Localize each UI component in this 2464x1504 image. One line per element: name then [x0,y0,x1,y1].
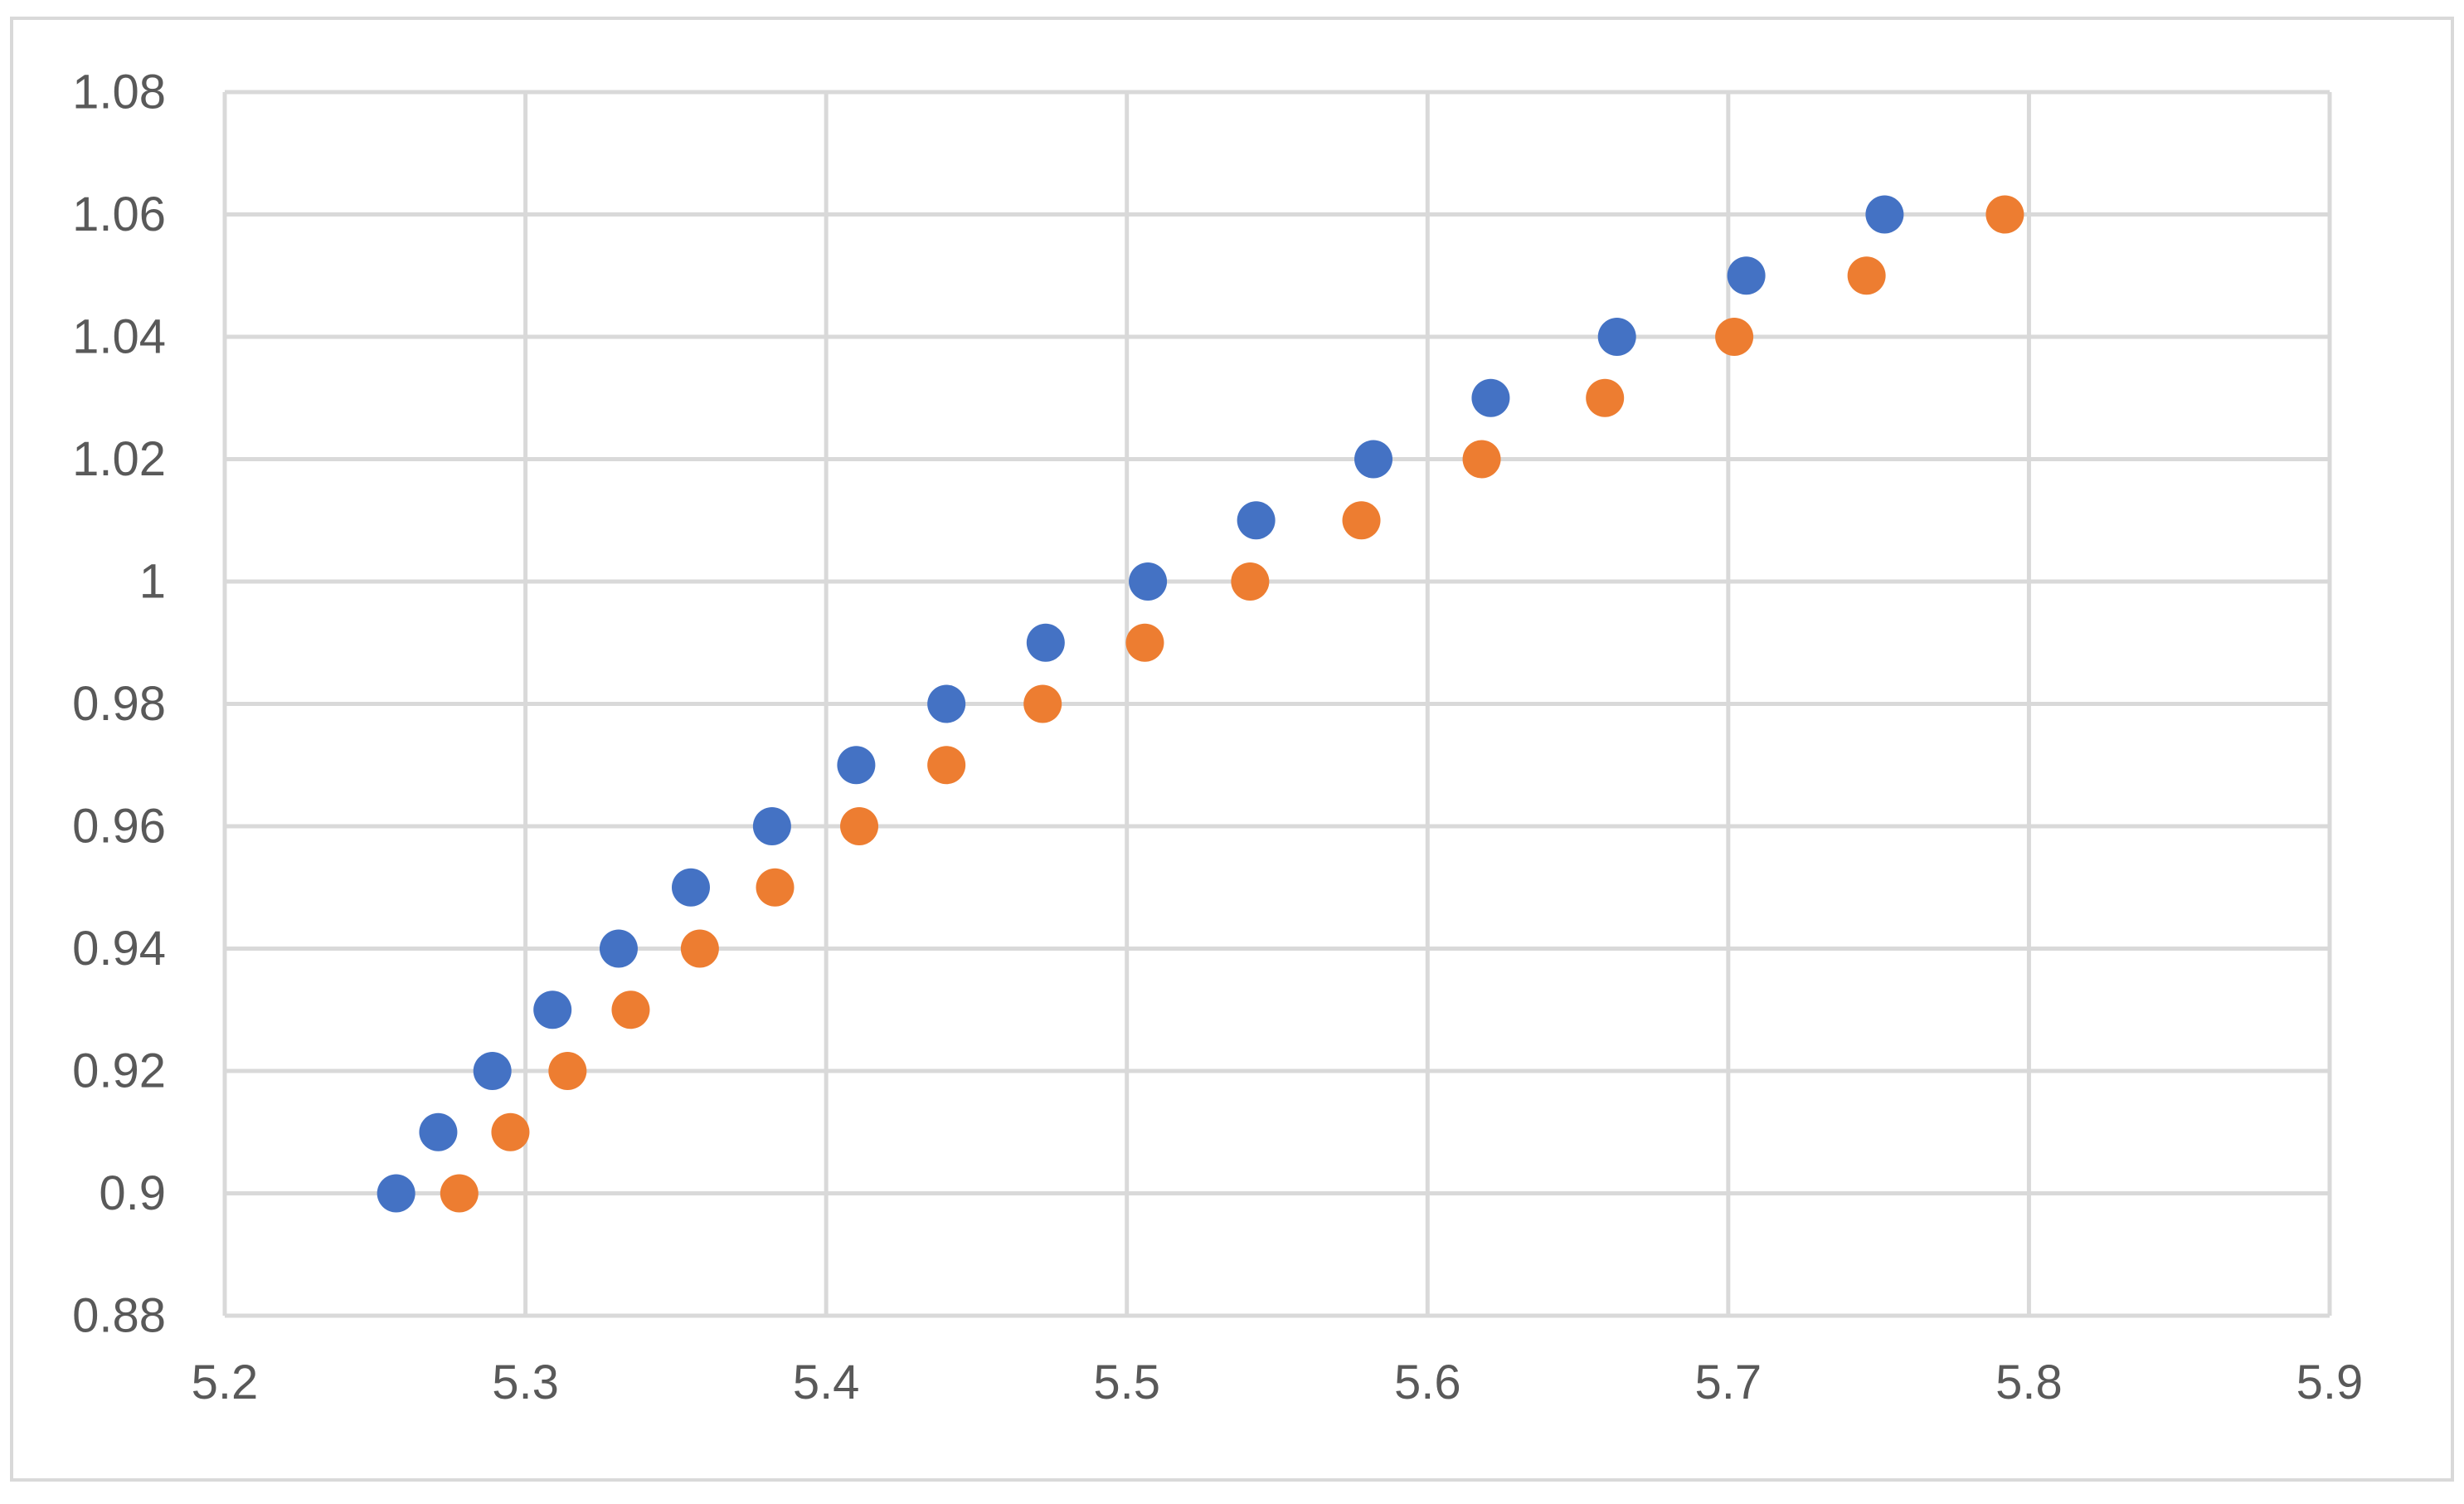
y-tick-label: 1.08 [72,66,166,119]
x-tick-label: 5.6 [1394,1356,1461,1409]
data-point [1026,623,1065,662]
data-point [599,929,638,968]
data-point [611,990,650,1029]
data-point [1586,378,1625,417]
series-1 [377,195,1904,1213]
data-point [1847,256,1886,295]
data-point [1985,195,2024,234]
x-tick-label: 5.9 [2296,1356,2364,1409]
chart-border [10,17,2454,1482]
x-tick-label: 5.7 [1695,1356,1762,1409]
x-tick-label: 5.2 [192,1356,259,1409]
x-axis-tick-labels: 5.2 5.3 5.4 5.5 5.6 5.7 5.8 5.9 [192,1356,2364,1409]
data-point [680,929,719,968]
data-point [1125,623,1164,662]
series-2 [440,195,2024,1213]
data-point [1237,501,1276,540]
axis-lines [222,92,2330,1318]
y-tick-label: 0.92 [72,1044,166,1098]
data-point [1462,440,1501,479]
data-point [840,807,879,845]
data-point [1231,562,1270,601]
data-point [533,990,572,1029]
x-tick-label: 5.8 [1995,1356,2063,1409]
data-point [756,868,795,907]
data-point [1865,195,1904,234]
x-tick-label: 5.3 [492,1356,559,1409]
y-tick-label: 0.96 [72,800,166,854]
data-point [752,807,791,845]
data-point [419,1112,458,1151]
y-tick-label: 1 [139,555,166,609]
y-tick-label: 0.9 [99,1166,166,1220]
y-tick-label: 1.04 [72,310,166,364]
x-tick-label: 5.4 [793,1356,860,1409]
data-point [1354,440,1393,479]
y-tick-label: 1.06 [72,187,166,241]
data-point [1129,562,1168,601]
data-point [1715,318,1754,356]
x-tick-label: 5.5 [1093,1356,1160,1409]
data-point [837,746,876,785]
y-tick-label: 0.98 [72,677,166,731]
y-tick-label: 1.02 [72,432,166,486]
y-tick-label: 0.88 [72,1289,166,1343]
data-series [377,195,2024,1213]
y-tick-label: 0.94 [72,922,166,976]
data-point [1023,684,1062,723]
data-point [1597,318,1636,356]
data-point [440,1174,479,1213]
data-point [1727,256,1766,295]
data-point [1471,378,1510,417]
data-point [927,684,966,723]
y-axis-tick-labels: 0.88 0.9 0.92 0.94 0.96 0.98 1 1.02 1.04 1.06 1.08 [72,66,166,1343]
data-point [548,1052,587,1090]
data-point [491,1112,530,1151]
data-point [671,868,710,907]
data-point [927,746,966,785]
data-point [1342,501,1381,540]
data-point [377,1174,416,1213]
data-point [473,1052,512,1090]
